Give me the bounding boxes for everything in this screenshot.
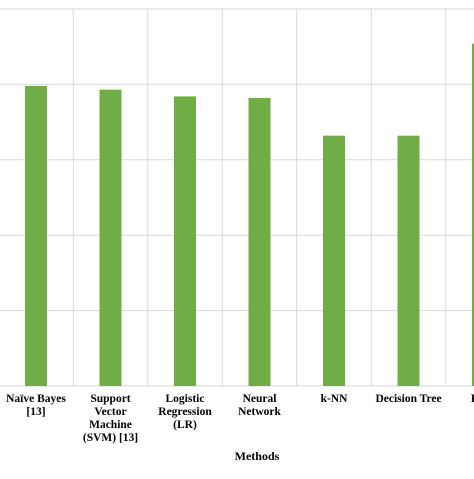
category-label-6: Decision Tree	[375, 393, 441, 405]
category-label-5: k-NN	[321, 393, 349, 405]
category-label-3: Logistic Regression (LR)	[158, 393, 212, 431]
bar-3	[174, 96, 196, 387]
category-label-4: Neural Network	[238, 393, 281, 418]
x-axis-title: Methods	[235, 449, 280, 463]
tick-label-layer: Naïve Bayes [13] Support Vector Machine (SVM)…	[6, 393, 474, 444]
grid-layer	[0, 8, 474, 387]
bar-5	[323, 135, 345, 386]
bar-4	[248, 97, 271, 387]
bar-layer	[25, 43, 474, 387]
bar-2	[99, 89, 122, 386]
bar-6	[397, 135, 420, 386]
category-label-7: HRF	[471, 393, 474, 405]
category-label-1: Naïve Bayes [13]	[6, 393, 66, 418]
bar-1	[25, 85, 47, 387]
category-label-2: Support Vector Machine (SVM) [13]	[83, 393, 138, 444]
bar-7	[472, 43, 474, 387]
